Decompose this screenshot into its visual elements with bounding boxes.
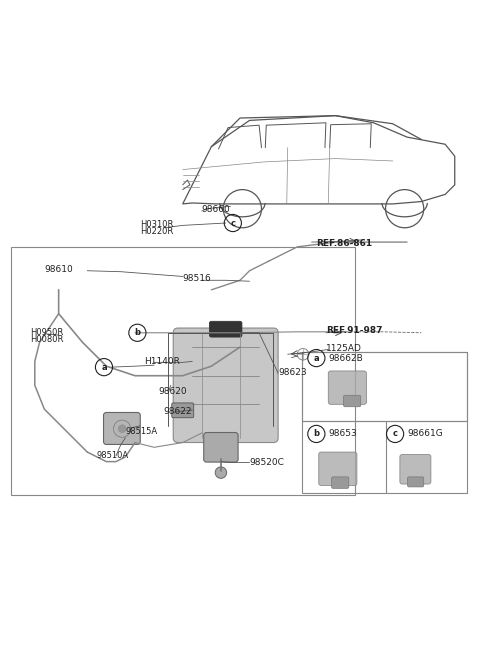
FancyBboxPatch shape: [344, 396, 361, 407]
Text: 98662B: 98662B: [328, 354, 363, 363]
Text: 98653: 98653: [328, 430, 357, 438]
Text: 98510A: 98510A: [97, 451, 129, 460]
Text: REF.91-987: REF.91-987: [326, 327, 383, 335]
Text: c: c: [230, 218, 235, 228]
Text: a: a: [313, 354, 319, 363]
Text: c: c: [393, 430, 397, 438]
Text: 98623: 98623: [278, 368, 307, 377]
FancyBboxPatch shape: [173, 328, 278, 443]
Text: 98661G: 98661G: [407, 430, 443, 438]
Text: 98520C: 98520C: [250, 458, 285, 467]
FancyBboxPatch shape: [328, 371, 366, 404]
Text: 98622: 98622: [164, 407, 192, 416]
Text: b: b: [134, 328, 140, 337]
Circle shape: [215, 467, 227, 478]
Text: REF.86-861: REF.86-861: [316, 239, 372, 248]
Text: 98620: 98620: [159, 387, 188, 396]
Text: H0310R: H0310R: [140, 220, 173, 229]
Text: b: b: [313, 430, 319, 438]
FancyBboxPatch shape: [332, 477, 349, 488]
FancyBboxPatch shape: [104, 413, 140, 445]
Text: 98660: 98660: [202, 205, 230, 214]
Circle shape: [118, 425, 126, 432]
Text: 98610: 98610: [44, 265, 73, 274]
Text: 98515A: 98515A: [125, 427, 157, 436]
Text: H0950R: H0950R: [30, 328, 63, 337]
FancyBboxPatch shape: [319, 452, 357, 485]
Text: a: a: [101, 363, 107, 372]
Text: 98516: 98516: [183, 274, 212, 283]
FancyBboxPatch shape: [408, 477, 424, 487]
FancyBboxPatch shape: [400, 455, 431, 484]
Text: H0080R: H0080R: [30, 335, 63, 344]
Text: 1125AD: 1125AD: [326, 344, 362, 353]
Text: H0220R: H0220R: [140, 226, 173, 236]
Text: H1140R: H1140R: [144, 357, 180, 366]
FancyBboxPatch shape: [172, 403, 194, 418]
FancyBboxPatch shape: [209, 321, 242, 337]
FancyBboxPatch shape: [204, 432, 238, 462]
